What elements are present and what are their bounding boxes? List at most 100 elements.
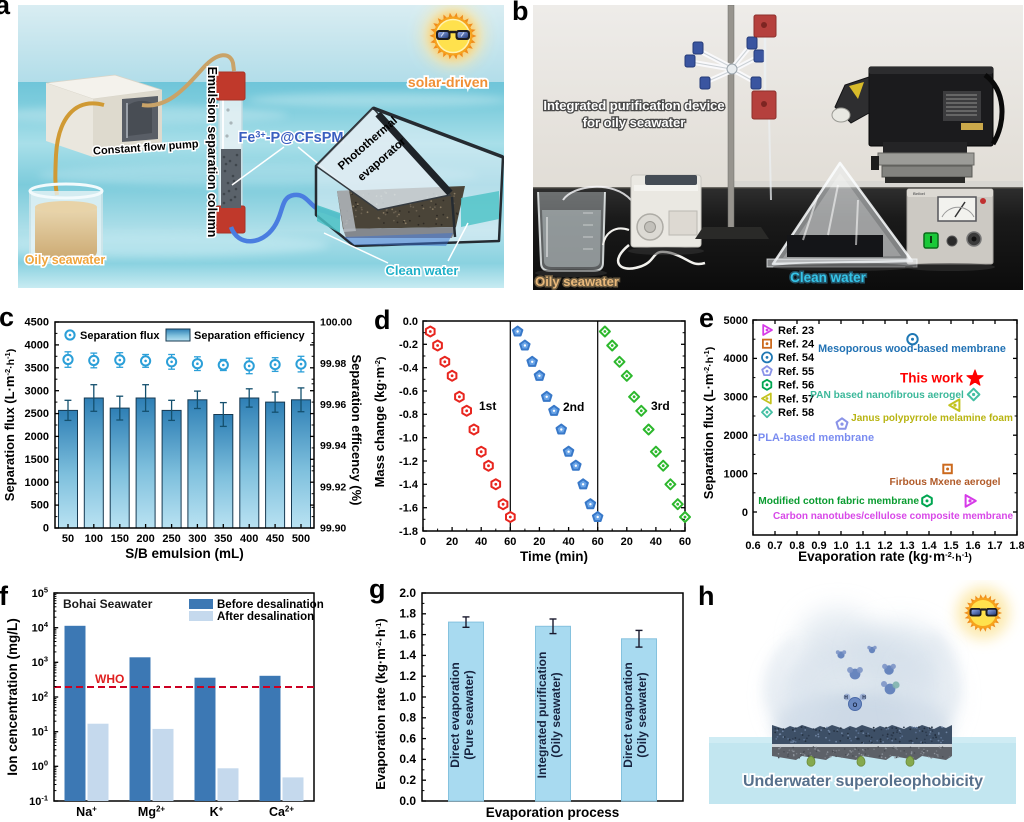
svg-text:Mass change (kg·m-2): Mass change (kg·m-2): [372, 357, 387, 488]
svg-text:1.0: 1.0: [399, 690, 416, 704]
svg-text:K+: K+: [210, 805, 224, 820]
svg-text:S/B emulsion (mL): S/B emulsion (mL): [125, 546, 244, 561]
svg-text:2000: 2000: [25, 431, 49, 443]
svg-text:3000: 3000: [25, 385, 49, 397]
svg-text:-1.8: -1.8: [399, 526, 418, 538]
svg-text:Ref. 54: Ref. 54: [778, 352, 815, 364]
svg-text:Firbous Mxene aerogel: Firbous Mxene aerogel: [890, 477, 1001, 488]
svg-text:60: 60: [592, 536, 604, 548]
svg-text:Ref. 56: Ref. 56: [778, 380, 814, 392]
svg-text:99.92: 99.92: [320, 481, 346, 493]
svg-text:350: 350: [214, 533, 232, 545]
svg-text:40: 40: [475, 536, 487, 548]
svg-text:Separation flux (L·m-2·h-1): Separation flux (L·m-2·h-1): [701, 347, 716, 499]
svg-text:Oily seawater: Oily seawater: [25, 253, 106, 267]
svg-text:Oily seawater: Oily seawater: [535, 274, 619, 289]
svg-text:O: O: [853, 703, 858, 709]
svg-text:Emulsion separation column: Emulsion separation column: [205, 67, 219, 238]
svg-text:-0.2: -0.2: [399, 339, 418, 351]
svg-text:0: 0: [43, 523, 49, 535]
svg-text:500: 500: [292, 533, 310, 545]
svg-text:0.0: 0.0: [403, 316, 418, 328]
svg-text:0.0: 0.0: [399, 794, 416, 808]
svg-text:1.6: 1.6: [399, 627, 416, 641]
svg-text:2000: 2000: [724, 430, 748, 442]
svg-text:300: 300: [188, 533, 206, 545]
svg-text:Separation efficency (%): Separation efficency (%): [349, 355, 364, 506]
svg-text:60: 60: [679, 536, 691, 548]
svg-text:(Oily seawater): (Oily seawater): [635, 672, 649, 757]
svg-text:Evaporation rate (kg·m-2·h-1): Evaporation rate (kg·m-2·h-1): [798, 549, 972, 564]
svg-text:100: 100: [32, 759, 48, 774]
svg-text:-0.8: -0.8: [399, 409, 418, 421]
svg-text:solar-driven: solar-driven: [408, 74, 488, 90]
svg-text:PAN based nanofibrous aerogel: PAN based nanofibrous aerogel: [810, 390, 964, 401]
svg-text:Evaporation process: Evaporation process: [486, 805, 620, 820]
svg-text:Ion cencentration (mg/L): Ion cencentration (mg/L): [5, 618, 20, 776]
svg-text:Ref. 24: Ref. 24: [778, 339, 815, 351]
svg-text:Clean water: Clean water: [386, 263, 459, 278]
svg-text:0.2: 0.2: [399, 773, 416, 787]
svg-text:40: 40: [650, 536, 662, 548]
svg-text:1000: 1000: [724, 468, 748, 480]
svg-text:0.8: 0.8: [399, 711, 416, 725]
svg-text:-0.4: -0.4: [399, 363, 419, 375]
svg-text:-1.6: -1.6: [399, 503, 418, 515]
svg-text:0: 0: [742, 507, 748, 519]
svg-text:99.98: 99.98: [320, 358, 346, 370]
svg-text:Ref. 57: Ref. 57: [778, 393, 814, 405]
svg-text:1.5: 1.5: [943, 540, 958, 552]
svg-text:Mesoporous wood-based membrane: Mesoporous wood-based membrane: [818, 343, 1006, 355]
svg-text:1.0: 1.0: [833, 540, 848, 552]
svg-text:Mg2+: Mg2+: [138, 805, 166, 820]
svg-text:10-1: 10-1: [29, 793, 48, 808]
svg-text:Time (min): Time (min): [520, 549, 588, 564]
svg-text:20: 20: [533, 536, 545, 548]
svg-text:This work: This work: [900, 371, 964, 386]
svg-text:Fe3+-P@CFsPM: Fe3+-P@CFsPM: [239, 130, 344, 147]
svg-text:Bohai Seawater: Bohai Seawater: [63, 597, 153, 611]
svg-text:Integrated purification: Integrated purification: [535, 652, 549, 779]
svg-text:Integrated purification device: Integrated purification device: [543, 98, 724, 113]
svg-text:3rd: 3rd: [651, 399, 670, 413]
svg-text:Before desalination: Before desalination: [217, 599, 324, 611]
svg-text:Ca2+: Ca2+: [269, 805, 294, 820]
svg-text:Clean water: Clean water: [790, 270, 867, 285]
svg-text:2nd: 2nd: [563, 400, 584, 414]
svg-text:-1.0: -1.0: [399, 433, 418, 445]
svg-text:After desalination: After desalination: [217, 611, 314, 623]
svg-text:50: 50: [62, 533, 74, 545]
svg-text:Separation efficiency: Separation efficiency: [194, 330, 306, 342]
svg-text:0.8: 0.8: [789, 540, 804, 552]
svg-text:0.6: 0.6: [745, 540, 760, 552]
svg-text:0.4: 0.4: [399, 752, 416, 766]
svg-text:1.1: 1.1: [855, 540, 870, 552]
svg-text:Separation flux (L·m-2·h-1): Separation flux (L·m-2·h-1): [2, 349, 17, 501]
svg-text:450: 450: [266, 533, 284, 545]
svg-text:PLA-based membrane: PLA-based membrane: [758, 432, 874, 444]
svg-text:Separation flux: Separation flux: [80, 330, 160, 342]
svg-text:99.94: 99.94: [320, 440, 346, 452]
svg-text:5000: 5000: [724, 315, 748, 327]
svg-text:4000: 4000: [724, 353, 748, 365]
svg-text:103: 103: [32, 655, 48, 670]
svg-text:200: 200: [136, 533, 154, 545]
svg-text:40: 40: [562, 536, 574, 548]
svg-text:104: 104: [32, 620, 49, 635]
svg-text:(Pure seawater): (Pure seawater): [462, 670, 476, 759]
svg-text:Evaporation rate (kg·m-2·h-1): Evaporation rate (kg·m-2·h-1): [373, 618, 388, 790]
svg-text:250: 250: [162, 533, 180, 545]
svg-text:Ref. 55: Ref. 55: [778, 366, 814, 378]
svg-text:20: 20: [446, 536, 458, 548]
svg-text:150: 150: [111, 533, 129, 545]
svg-text:3000: 3000: [724, 392, 748, 404]
svg-text:2.0: 2.0: [399, 586, 416, 600]
svg-text:-0.6: -0.6: [399, 386, 418, 398]
svg-text:1.3: 1.3: [899, 540, 914, 552]
svg-text:1.4: 1.4: [399, 648, 416, 662]
svg-text:for oily seawater: for oily seawater: [583, 115, 686, 130]
svg-text:Carbon nanotubes/cellulose com: Carbon nanotubes/cellulose composite mem…: [773, 511, 1013, 522]
svg-text:1.6: 1.6: [965, 540, 980, 552]
svg-text:Direct evaporation: Direct evaporation: [448, 662, 462, 767]
svg-text:-1.4: -1.4: [399, 479, 419, 491]
